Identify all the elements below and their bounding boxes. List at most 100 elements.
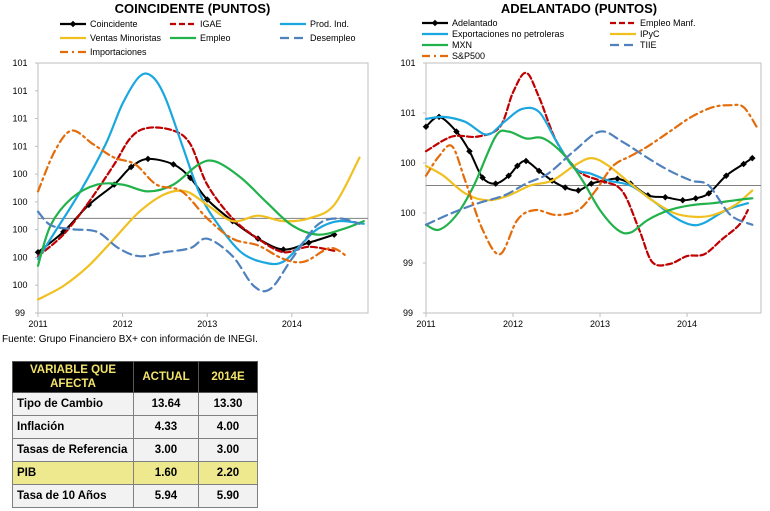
y-tick-label: 101 [400, 108, 415, 118]
row-estimate: 3.00 [198, 438, 258, 462]
x-tick-label: 2014 [282, 319, 302, 329]
series-marker-adelantado [575, 187, 582, 194]
x-tick-label: 2011 [28, 319, 47, 329]
legend-label-prod-ind: Prod. Ind. [310, 19, 349, 29]
y-tick-label: 101 [12, 114, 27, 124]
series-marker-adelantado [522, 157, 530, 165]
series-line-empleo-manf [424, 71, 749, 267]
row-estimate: 13.30 [198, 392, 258, 416]
legend-label-s-p500: S&P500 [452, 51, 485, 61]
y-tick-label: 100 [400, 208, 415, 218]
legend-label-ipyc: IPyC [640, 29, 660, 39]
y-tick-label: 101 [12, 58, 27, 68]
series-line-ipyc [424, 156, 754, 219]
series-line-desempleo [36, 210, 361, 293]
legend-label-tiie: TIIE [640, 40, 657, 50]
series-marker-adelantado [492, 180, 499, 187]
y-tick-label: 101 [12, 86, 27, 96]
series-marker-coincidente [203, 196, 211, 203]
series-marker-adelantado [692, 195, 699, 202]
legend-label-exportaciones-no-petroleras: Exportaciones no petroleras [452, 29, 565, 39]
legend-label-desempleo: Desempleo [310, 33, 356, 43]
row-actual: 4.33 [133, 415, 199, 439]
row-label: Tasas de Referencia [12, 438, 134, 462]
series-line-coincidente [37, 157, 336, 254]
series-marker-adelantado [722, 172, 730, 179]
x-tick-label: 2013 [197, 319, 217, 329]
y-tick-label: 100 [12, 225, 27, 235]
series-line-mxn [424, 129, 754, 235]
legend-label-coincidente: Coincidente [90, 19, 138, 29]
legend-label-importaciones: Importaciones [90, 47, 147, 57]
series-marker-adelantado [479, 174, 486, 181]
series-line-tiie [424, 130, 754, 226]
row-actual: 5.94 [133, 484, 199, 508]
adelantado-plot: 99 99 100 100 101 101 2011 2012 2013 2014 Adelanta… [400, 18, 762, 329]
series-marker-coincidente [127, 163, 135, 171]
row-actual: 13.64 [133, 392, 199, 416]
legend-label-ventas-minoristas: Ventas Minoristas [90, 33, 162, 43]
y-tick-label: 101 [400, 58, 415, 68]
series-marker-coincidente [170, 161, 177, 168]
row-estimate: 5.90 [198, 484, 258, 508]
y-tick-label: 99 [15, 308, 25, 318]
row-estimate: 4.00 [198, 415, 258, 439]
y-tick-label: 100 [12, 169, 27, 179]
y-tick-label: 100 [400, 158, 415, 168]
header-variable: VARIABLE QUE AFECTA [12, 361, 134, 393]
series-marker-adelantado [535, 167, 543, 175]
adelantado-chart: ADELANTADO (PUNTOS) 99 99 100 100 101 101 2011… [388, 0, 770, 335]
x-tick-label: 2012 [503, 319, 523, 329]
coincidente-chart: COINCIDENTE (PUNTOS) 99 100 100 100 100 100 10… [0, 0, 385, 335]
plot-frame [425, 62, 762, 314]
table-header-row: VARIABLE QUE AFECTA ACTUAL 2014E [12, 361, 258, 393]
series-marker-adelantado [505, 172, 512, 179]
header-actual: ACTUAL [133, 361, 199, 393]
x-tick-label: 2012 [113, 319, 133, 329]
legend-marker-adelantado [431, 19, 439, 27]
row-actual: 3.00 [133, 438, 199, 462]
table-row-highlighted: PIB 1.60 2.20 [12, 461, 258, 485]
series-line-s-p500 [424, 103, 758, 256]
row-label: Tipo de Cambio [12, 392, 134, 416]
y-tick-label: 99 [403, 308, 413, 318]
legend-label-igae: IGAE [200, 19, 222, 29]
chart-title: COINCIDENTE (PUNTOS) [114, 1, 271, 16]
source-note: Fuente: Grupo Financiero BX+ con informa… [2, 334, 258, 345]
x-tick-label: 2014 [677, 319, 697, 329]
chart-title: ADELANTADO (PUNTOS) [500, 1, 658, 16]
legend-marker-coincidente [69, 20, 77, 28]
legend-label-adelantado: Adelantado [452, 18, 498, 28]
row-estimate: 2.20 [198, 461, 258, 485]
series-marker-coincidente [144, 155, 152, 163]
header-estimate: 2014E [198, 361, 258, 393]
x-tick-label: 2011 [416, 319, 435, 329]
table-row: Inflación 4.33 4.00 [12, 415, 258, 439]
legend-label-mxn: MXN [452, 40, 472, 50]
y-tick-label: 100 [12, 280, 27, 290]
table-row: Tasas de Referencia 3.00 3.00 [12, 438, 258, 462]
table-row: Tipo de Cambio 13.64 13.30 [12, 392, 258, 416]
x-tick-label: 2013 [590, 319, 610, 329]
row-label: PIB [12, 461, 134, 485]
series-marker-adelantado [662, 194, 669, 201]
series-marker-coincidente [305, 239, 313, 246]
y-tick-label: 100 [12, 252, 27, 262]
series-line-ventas-minoristas [36, 156, 361, 301]
y-tick-label: 100 [12, 197, 27, 207]
row-label: Tasa de 10 Años [12, 484, 134, 508]
plot-frame [37, 62, 369, 314]
table-row: Tasa de 10 Años 5.94 5.90 [12, 484, 258, 508]
variables-table: VARIABLE QUE AFECTA ACTUAL 2014E Tipo de… [12, 361, 258, 508]
series-line-igae [36, 126, 336, 258]
row-actual: 1.60 [133, 461, 199, 485]
y-tick-label: 101 [12, 141, 27, 151]
legend-label-empleo-manf: Empleo Manf. [640, 18, 696, 28]
series-line-exportaciones-no-petroleras [424, 106, 749, 227]
series-line-importaciones [36, 129, 348, 264]
y-tick-label: 99 [403, 258, 413, 268]
row-label: Inflación [12, 415, 134, 439]
legend-label-empleo: Empleo [200, 33, 231, 43]
series-marker-adelantado [561, 184, 569, 191]
series-marker-adelantado [453, 128, 460, 135]
